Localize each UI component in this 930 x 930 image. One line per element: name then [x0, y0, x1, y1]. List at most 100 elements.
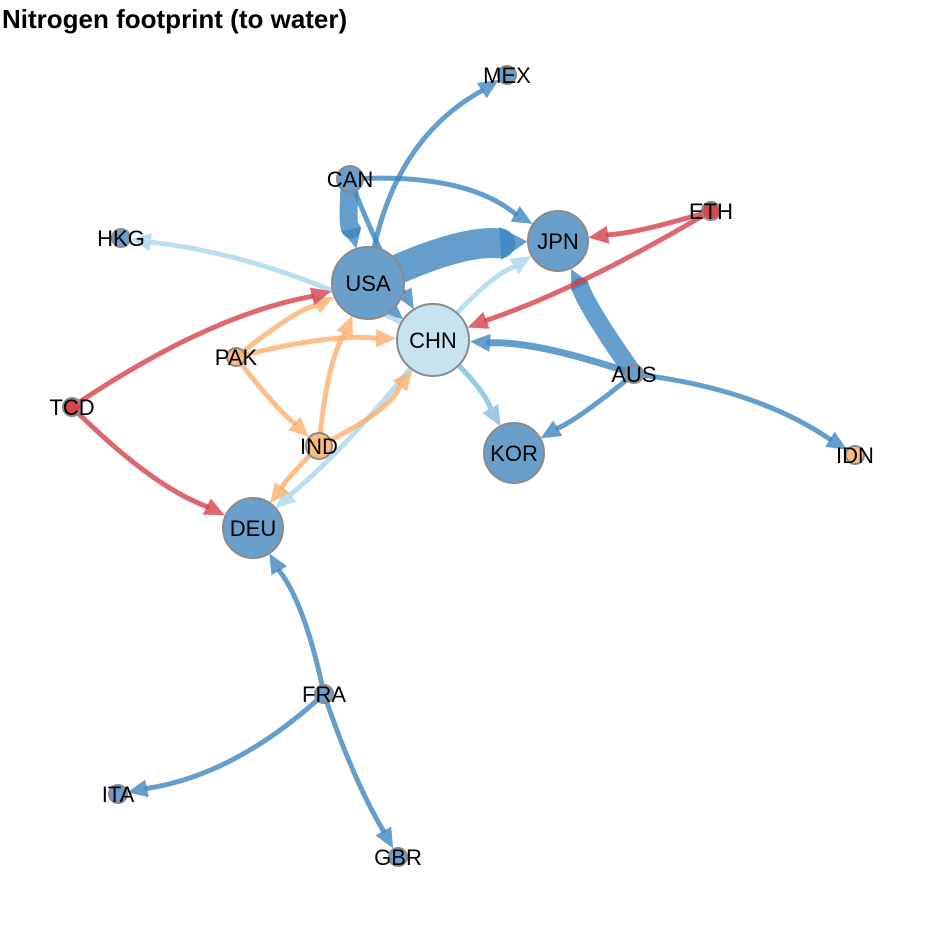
node-kor: KOR [483, 422, 545, 484]
node-circle [497, 65, 517, 85]
edge-arrowhead [309, 287, 332, 305]
node-circle [624, 364, 644, 384]
edge-line [555, 371, 637, 431]
edge-line [233, 334, 379, 360]
node-circle [314, 684, 334, 704]
node-label: IND [300, 434, 338, 459]
edge-arrowhead [127, 779, 149, 798]
node-circle [483, 422, 545, 484]
node-circle [108, 784, 128, 804]
edge-aus-to-chn [469, 333, 638, 378]
edge-arrowhead [392, 370, 413, 392]
edge-eth-to-chn [467, 208, 714, 329]
edge-fra-to-deu [269, 553, 327, 697]
node-circle [222, 497, 284, 559]
edge-line [233, 354, 297, 426]
node-label: AUS [611, 362, 656, 387]
edge-fra-to-ita [127, 691, 327, 798]
node-mex: MEX [483, 63, 531, 88]
edge-line [486, 339, 638, 378]
node-label: JPN [537, 229, 579, 254]
edge-line [321, 691, 386, 834]
node-label: ETH [689, 199, 733, 224]
edge-arrowhead [467, 311, 490, 329]
node-deu: DEU [222, 497, 284, 559]
edge-line [69, 293, 315, 410]
node-circle [396, 303, 470, 377]
edge-line [144, 691, 327, 791]
node-label: KOR [490, 441, 538, 466]
node-jpn: JPN [527, 210, 589, 272]
node-usa: USA [331, 246, 405, 320]
edge-aus-to-idn [631, 371, 847, 450]
edge-eth-to-jpn [588, 208, 714, 244]
edge-line [483, 208, 714, 323]
edge-arrowhead [476, 79, 499, 99]
edge-line [605, 208, 714, 238]
edge-ind-to-chn [316, 370, 413, 449]
edge-can-to-jpn [347, 175, 533, 224]
edge-arrowhead [376, 329, 397, 348]
node-circle [701, 201, 721, 221]
edge-line [631, 371, 833, 442]
node-ita: ITA [102, 782, 135, 807]
edge-arrowhead [395, 287, 414, 310]
edge-pak-to-ind [233, 354, 309, 438]
node-circle [336, 165, 364, 193]
node-ind: IND [300, 432, 338, 460]
edge-arrowhead [269, 553, 288, 576]
node-label: TCD [49, 395, 94, 420]
node-label: CHN [409, 328, 457, 353]
node-label: ITA [102, 782, 135, 807]
figure-title: Nitrogen footprint (to water) [2, 4, 348, 34]
node-idn: IDN [836, 443, 874, 468]
edge-line [316, 331, 348, 449]
edge-arrowhead [510, 206, 533, 224]
edge-arrowhead [469, 333, 491, 352]
node-pak: PAK [215, 345, 258, 370]
node-circle [62, 397, 82, 417]
node-label: CAN [327, 167, 373, 192]
edge-arrowhead [202, 498, 225, 516]
edge-aus-to-kor [540, 371, 637, 439]
node-label: GBR [374, 845, 422, 870]
edge-arrowhead [482, 404, 501, 426]
edge-chn-to-hkg [130, 233, 436, 343]
node-circle [305, 432, 333, 460]
node-label: FRA [302, 682, 346, 707]
node-gbr: GBR [374, 845, 422, 870]
node-can: CAN [327, 165, 373, 193]
edge-pak-to-chn [233, 329, 397, 360]
edge-line [347, 175, 518, 217]
edge-tcd-to-deu [69, 404, 225, 516]
node-label: IDN [836, 443, 874, 468]
node-circle [527, 210, 589, 272]
edge-fra-to-gbr [321, 691, 394, 849]
edges-layer [69, 79, 847, 849]
edge-arrowhead [499, 226, 528, 260]
node-fra: FRA [302, 682, 346, 707]
edge-arrowhead [270, 481, 290, 504]
node-eth: ETH [689, 199, 733, 224]
node-chn: CHN [396, 303, 470, 377]
edge-arrowhead [540, 420, 563, 439]
node-aus: AUS [611, 362, 656, 387]
node-label: MEX [483, 63, 531, 88]
nodes-layer: USA CHN JPN DEU KOR CAN MEX HKG ETH PAK TCD IND AUS I… [49, 63, 874, 870]
edge-arrowhead [375, 826, 394, 849]
edge-arrowhead [336, 315, 353, 338]
edge-line [316, 383, 403, 449]
node-circle [388, 847, 408, 867]
node-circle [331, 246, 405, 320]
node-tcd: TCD [49, 395, 94, 420]
edge-arrowhead [825, 431, 847, 450]
node-hkg: HKG [97, 226, 145, 251]
node-label: USA [345, 271, 391, 296]
node-circle [111, 228, 131, 248]
edge-tcd-to-usa [69, 287, 332, 410]
edge-line [571, 277, 643, 383]
edge-arrowhead [509, 255, 532, 275]
edge-arrowhead [342, 226, 362, 249]
